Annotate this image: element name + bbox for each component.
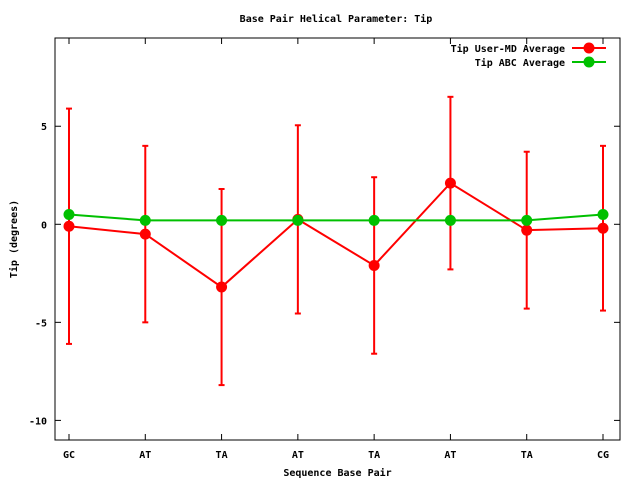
data-point bbox=[139, 228, 151, 240]
series-1 bbox=[63, 95, 609, 387]
data-point bbox=[139, 214, 151, 226]
series-line bbox=[68, 181, 604, 289]
data-point bbox=[63, 220, 75, 232]
data-point bbox=[521, 214, 533, 226]
data-point bbox=[444, 214, 456, 226]
x-tick-label: AT bbox=[139, 450, 151, 461]
legend-label: Tip ABC Average bbox=[475, 57, 565, 69]
series-line bbox=[68, 213, 604, 222]
y-tick-label: -10 bbox=[29, 416, 47, 427]
data-point bbox=[216, 214, 228, 226]
data-point bbox=[368, 259, 380, 271]
data-point bbox=[216, 281, 228, 293]
x-tick-label: AT bbox=[292, 450, 304, 461]
plot-area bbox=[63, 95, 609, 387]
data-point bbox=[444, 177, 456, 189]
x-tick-label: TA bbox=[521, 450, 533, 461]
data-point bbox=[292, 214, 304, 226]
x-tick-label: AT bbox=[444, 450, 456, 461]
legend: Tip User-MD Average Tip ABC Average bbox=[451, 42, 606, 69]
data-point bbox=[521, 224, 533, 236]
x-axis-label: Sequence Base Pair bbox=[283, 467, 391, 479]
x-tick-label: CG bbox=[597, 450, 609, 461]
x-tick-label: GC bbox=[63, 450, 75, 461]
legend-marker bbox=[583, 42, 595, 54]
y-tick-label: -5 bbox=[35, 318, 47, 329]
plot-frame bbox=[54, 37, 621, 441]
y-tick-label: 5 bbox=[41, 122, 47, 133]
data-point bbox=[597, 208, 609, 220]
series-2 bbox=[63, 208, 609, 226]
data-point bbox=[63, 208, 75, 220]
y-tick-label: 0 bbox=[41, 220, 47, 231]
legend-marker bbox=[583, 56, 595, 68]
axes: -10 -5 0 5 GC AT TA AT TA AT TA CG bbox=[29, 38, 620, 461]
x-tick-label: TA bbox=[368, 450, 380, 461]
data-point bbox=[597, 222, 609, 234]
chart-title: Base Pair Helical Parameter: Tip bbox=[240, 13, 433, 25]
x-tick-label: TA bbox=[216, 450, 228, 461]
y-axis-label: Tip (degrees) bbox=[8, 200, 20, 278]
data-point bbox=[368, 214, 380, 226]
legend-label: Tip User-MD Average bbox=[451, 43, 565, 55]
